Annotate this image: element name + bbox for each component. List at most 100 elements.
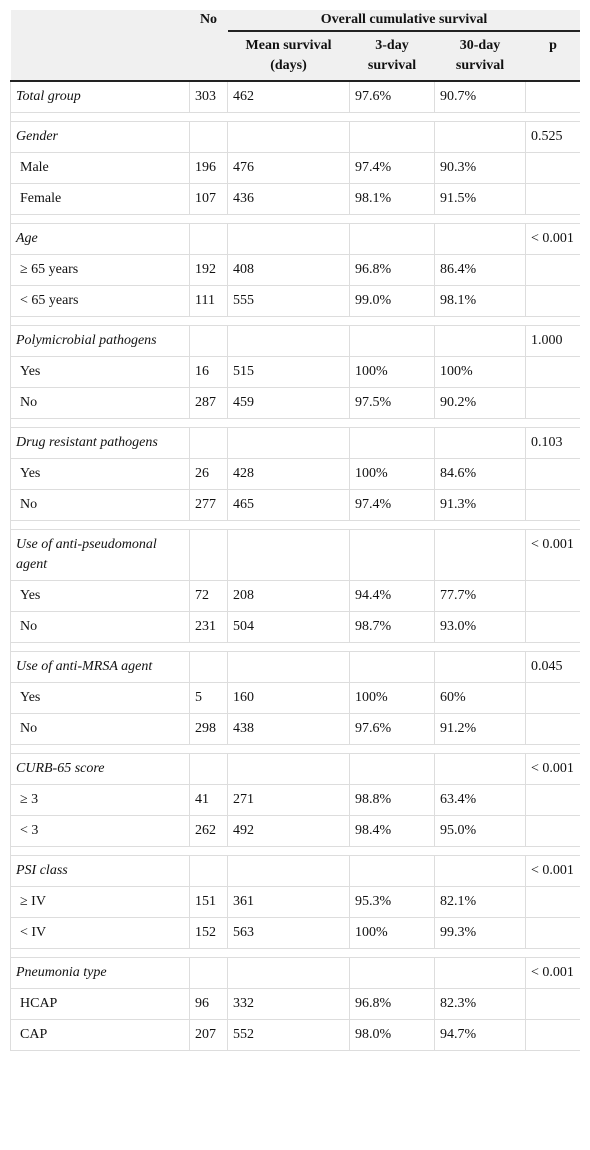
cell bbox=[434, 529, 526, 581]
cell bbox=[10, 948, 580, 958]
cell: 462 bbox=[227, 80, 350, 113]
cell bbox=[10, 744, 580, 754]
group-row: Use of anti-pseudomonal agent < 0.001 bbox=[10, 529, 580, 581]
header-row: Mean survival (days) 3-day survival 30-d… bbox=[11, 31, 580, 82]
cell: 111 bbox=[189, 285, 228, 317]
cell: 97.4% bbox=[349, 152, 435, 184]
cell: 459 bbox=[227, 387, 350, 419]
cell bbox=[10, 316, 580, 326]
cell: 332 bbox=[227, 988, 350, 1020]
cell: 98.7% bbox=[349, 611, 435, 643]
cell: 98.1% bbox=[349, 183, 435, 215]
data-row: Female 107 436 98.1% 91.5% bbox=[10, 183, 580, 215]
cell: HCAP bbox=[10, 988, 190, 1020]
cell bbox=[434, 223, 526, 255]
cell bbox=[525, 152, 580, 184]
cell: 98.0% bbox=[349, 1019, 435, 1051]
cell bbox=[525, 458, 580, 490]
spacer-row bbox=[10, 112, 580, 122]
cell bbox=[525, 285, 580, 317]
data-row: CAP 207 552 98.0% 94.7% bbox=[10, 1019, 580, 1051]
cell: No bbox=[10, 489, 190, 521]
cell bbox=[227, 855, 350, 887]
cell bbox=[434, 753, 526, 785]
group-row: Pneumonia type < 0.001 bbox=[10, 957, 580, 989]
cell: 97.6% bbox=[349, 713, 435, 745]
cell bbox=[525, 815, 580, 847]
cell: 552 bbox=[227, 1019, 350, 1051]
cell: 100% bbox=[349, 458, 435, 490]
cell bbox=[525, 917, 580, 949]
cell bbox=[349, 855, 435, 887]
cell: < 0.001 bbox=[525, 957, 580, 989]
header-cell: 3-day survival bbox=[349, 31, 435, 82]
group-row: Gender 0.525 bbox=[10, 121, 580, 153]
data-row: Total group 303 462 97.6% 90.7% bbox=[10, 80, 580, 113]
cell: Total group bbox=[10, 80, 190, 113]
cell: CURB-65 score bbox=[10, 753, 190, 785]
spacer-row bbox=[10, 846, 580, 856]
cell bbox=[349, 223, 435, 255]
cell: < IV bbox=[10, 917, 190, 949]
header-cell: No bbox=[189, 10, 228, 82]
cell: 98.4% bbox=[349, 815, 435, 847]
cell: 151 bbox=[189, 886, 228, 918]
cell: CAP bbox=[10, 1019, 190, 1051]
cell: 91.2% bbox=[434, 713, 526, 745]
cell bbox=[349, 529, 435, 581]
cell bbox=[525, 784, 580, 816]
cell: 94.7% bbox=[434, 1019, 526, 1051]
data-row: ≥ IV 151 361 95.3% 82.1% bbox=[10, 886, 580, 918]
cell: 98.8% bbox=[349, 784, 435, 816]
cell: 436 bbox=[227, 183, 350, 215]
cell: 26 bbox=[189, 458, 228, 490]
cell: 60% bbox=[434, 682, 526, 714]
cell: 95.0% bbox=[434, 815, 526, 847]
cell: 91.5% bbox=[434, 183, 526, 215]
cell: 555 bbox=[227, 285, 350, 317]
data-row: Yes 5 160 100% 60% bbox=[10, 682, 580, 714]
cell: 97.4% bbox=[349, 489, 435, 521]
cell: 277 bbox=[189, 489, 228, 521]
header-cell: p bbox=[525, 31, 580, 82]
data-row: < 3 262 492 98.4% 95.0% bbox=[10, 815, 580, 847]
cell: Yes bbox=[10, 356, 190, 388]
spacer-row bbox=[10, 642, 580, 652]
cell: < 0.001 bbox=[525, 855, 580, 887]
data-row: Yes 72 208 94.4% 77.7% bbox=[10, 580, 580, 612]
cell: 63.4% bbox=[434, 784, 526, 816]
cell: 107 bbox=[189, 183, 228, 215]
group-row: PSI class < 0.001 bbox=[10, 855, 580, 887]
cell bbox=[525, 1019, 580, 1051]
cell bbox=[349, 957, 435, 989]
cell: 97.5% bbox=[349, 387, 435, 419]
cell bbox=[525, 80, 580, 113]
spacer-row bbox=[10, 214, 580, 224]
cell: 84.6% bbox=[434, 458, 526, 490]
cell: 100% bbox=[434, 356, 526, 388]
cell: Drug resistant pathogens bbox=[10, 427, 190, 459]
cell: < 65 years bbox=[10, 285, 190, 317]
cell bbox=[227, 957, 350, 989]
cell: No bbox=[10, 611, 190, 643]
cell: 100% bbox=[349, 356, 435, 388]
cell bbox=[10, 418, 580, 428]
cell bbox=[525, 682, 580, 714]
cell bbox=[349, 753, 435, 785]
cell bbox=[189, 753, 228, 785]
cell bbox=[525, 387, 580, 419]
cell bbox=[525, 254, 580, 286]
cell: 192 bbox=[189, 254, 228, 286]
cell bbox=[525, 356, 580, 388]
cell: ≥ 3 bbox=[10, 784, 190, 816]
cell: Yes bbox=[10, 682, 190, 714]
cell: Use of anti-pseudomonal agent bbox=[10, 529, 190, 581]
cell bbox=[10, 214, 580, 224]
cell: 465 bbox=[227, 489, 350, 521]
cell bbox=[434, 957, 526, 989]
cell bbox=[189, 957, 228, 989]
cell bbox=[227, 427, 350, 459]
survival-table: No Overall cumulative survival Mean surv… bbox=[10, 10, 580, 1051]
cell: 96 bbox=[189, 988, 228, 1020]
cell: Male bbox=[10, 152, 190, 184]
